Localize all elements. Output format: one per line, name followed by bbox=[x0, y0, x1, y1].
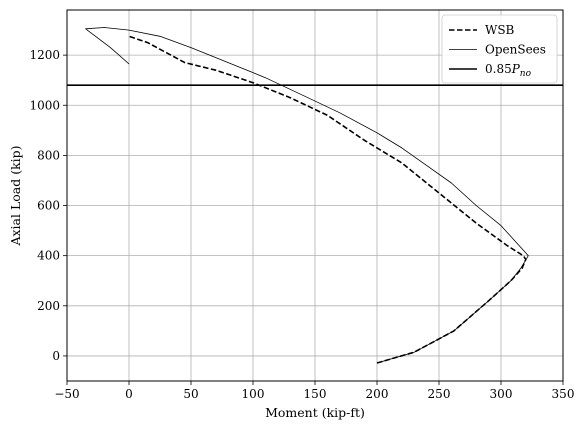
series-layer bbox=[67, 27, 563, 364]
y-tick-label: 600 bbox=[37, 199, 60, 213]
legend-label-2: 0.85Pno bbox=[485, 62, 532, 79]
y-axis-ticks: 0 200 400 600 800 1000 1200 bbox=[29, 48, 67, 363]
legend-label-1: OpenSees bbox=[485, 43, 546, 57]
legend: WSB OpenSees 0.85Pno bbox=[441, 14, 558, 84]
series-line-1 bbox=[85, 27, 529, 364]
y-tick-label: 400 bbox=[37, 249, 60, 263]
x-tick-label: 0 bbox=[125, 387, 133, 401]
y-tick-label: 0 bbox=[52, 349, 60, 363]
x-axis-label: Moment (kip-ft) bbox=[265, 405, 365, 420]
x-tick-label: 200 bbox=[366, 387, 389, 401]
x-tick-label: 50 bbox=[183, 387, 198, 401]
grid bbox=[66, 10, 564, 381]
legend-label-0: WSB bbox=[485, 23, 515, 37]
y-tick-label: 1200 bbox=[29, 48, 60, 62]
y-tick-label: 800 bbox=[37, 148, 60, 162]
x-tick-label: 350 bbox=[552, 387, 575, 401]
y-axis-label: Axial Load (kip) bbox=[8, 145, 23, 246]
y-tick-label: 1000 bbox=[29, 98, 60, 112]
x-tick-label: 150 bbox=[304, 387, 327, 401]
x-tick-label: 100 bbox=[242, 387, 265, 401]
x-tick-label: 300 bbox=[490, 387, 513, 401]
y-tick-label: 200 bbox=[37, 299, 60, 313]
legend-box bbox=[441, 14, 558, 84]
x-tick-label: −50 bbox=[54, 387, 79, 401]
x-axis-ticks: −50 0 50 100 150 200 250 300 350 bbox=[54, 381, 574, 401]
x-tick-label: 250 bbox=[428, 387, 451, 401]
